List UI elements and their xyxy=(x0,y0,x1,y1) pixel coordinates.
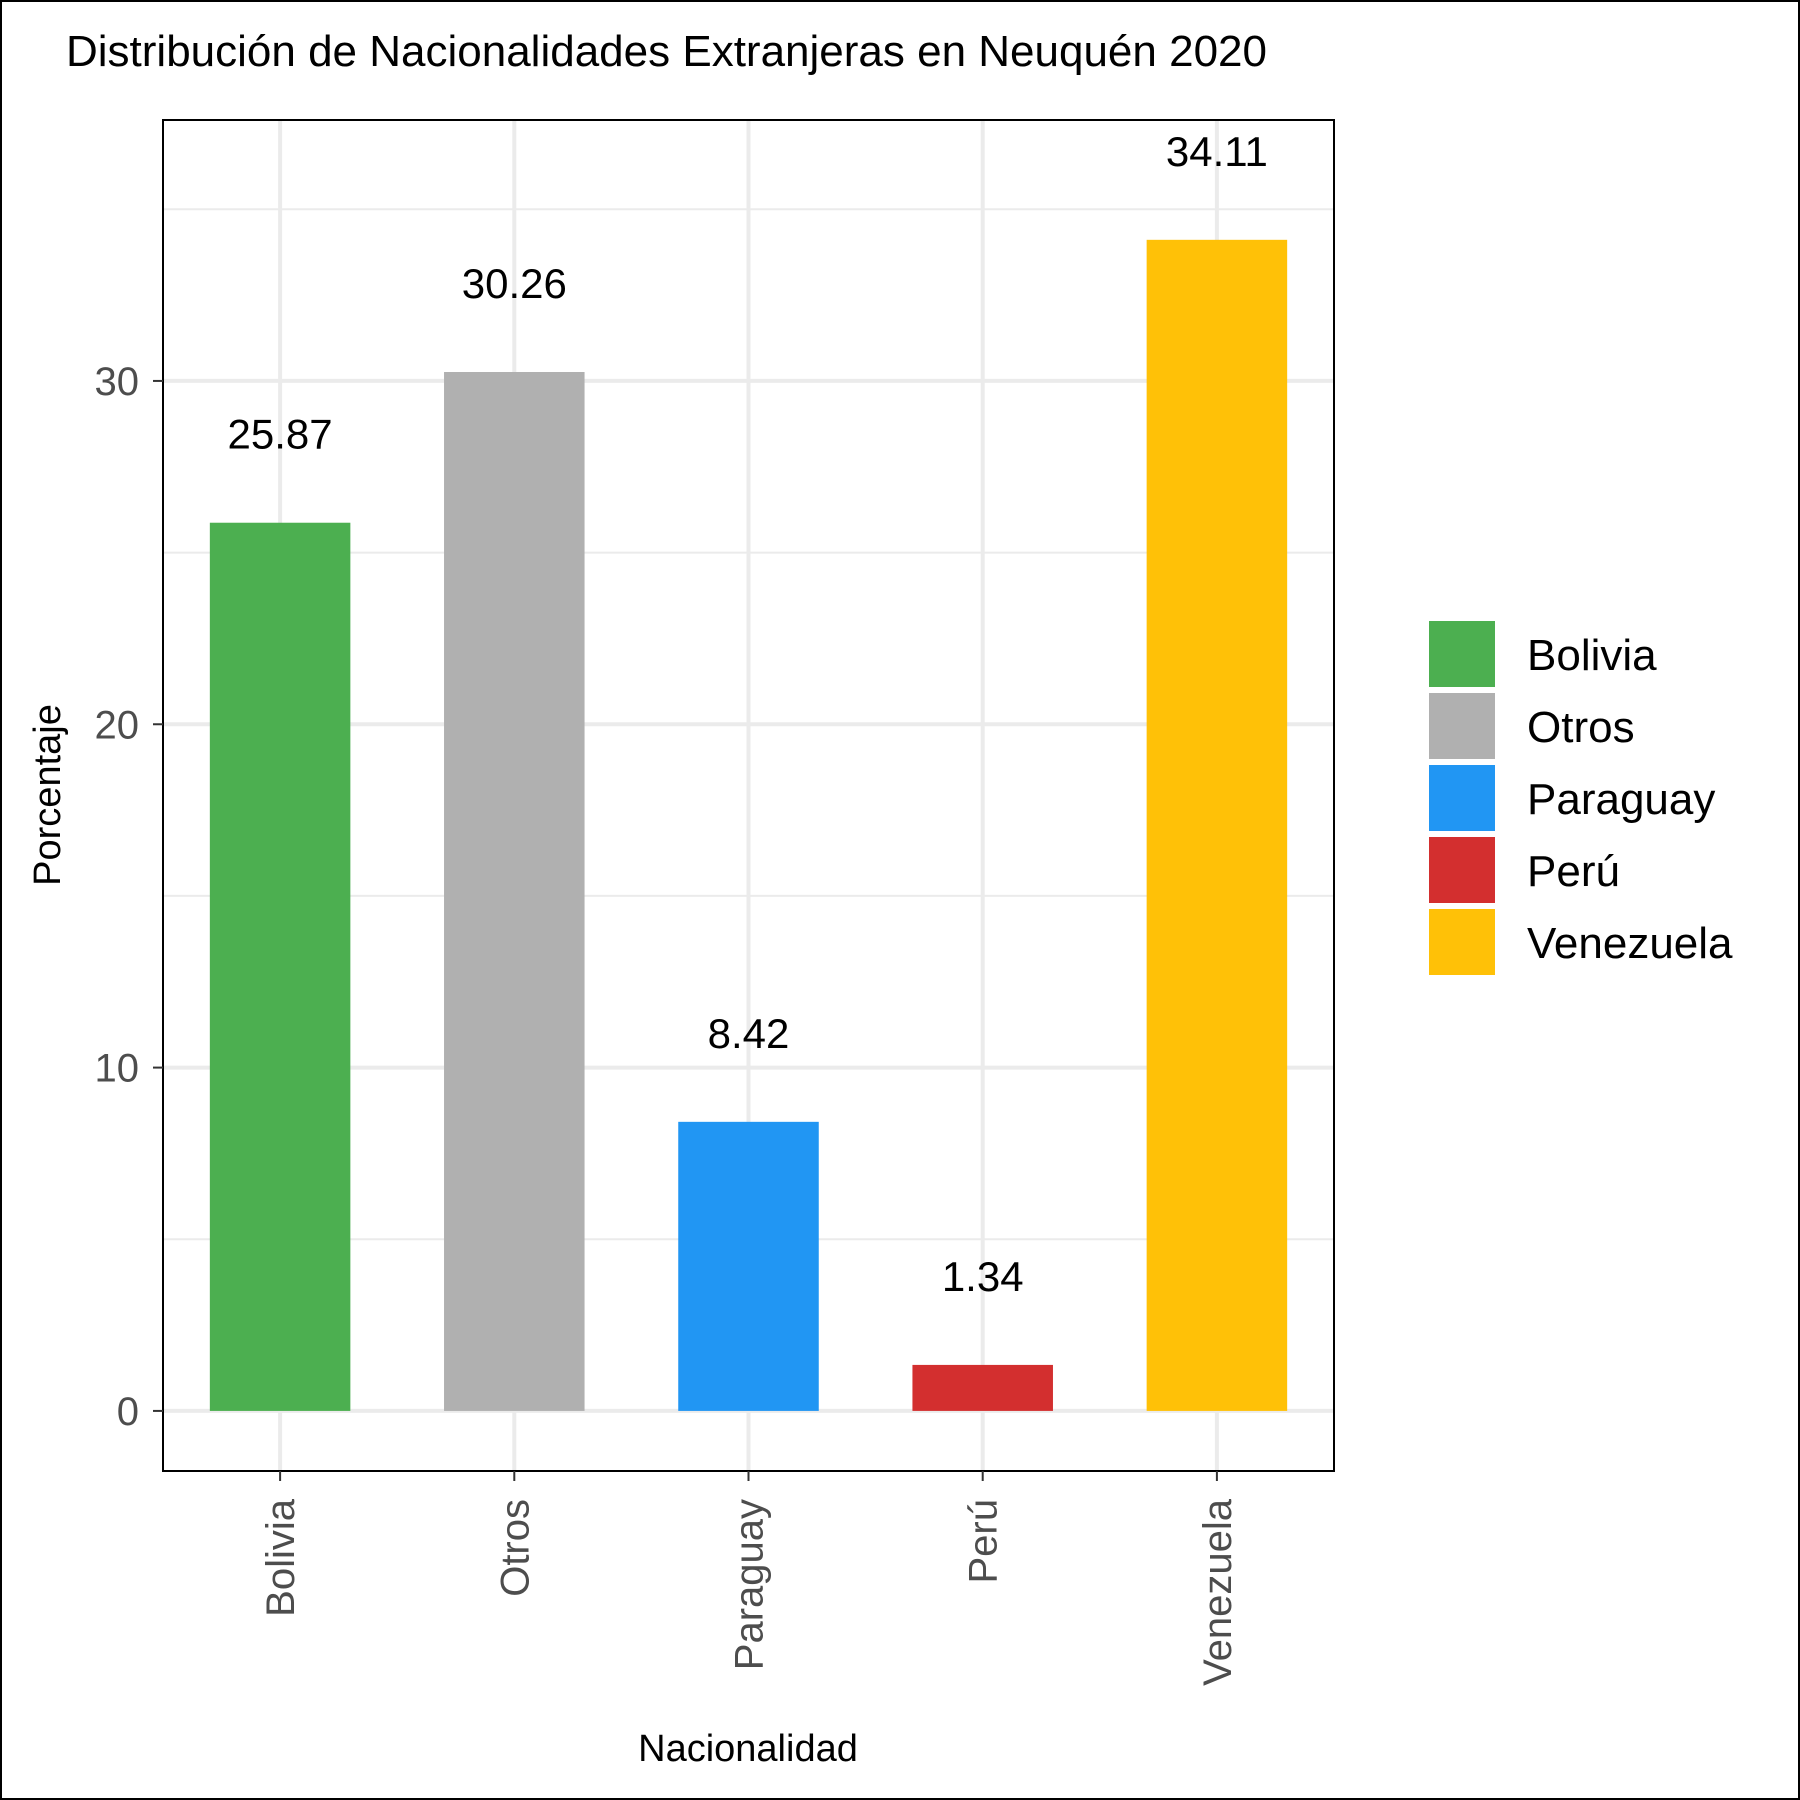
x-tick-label: Paraguay xyxy=(728,1499,772,1670)
bars xyxy=(209,239,1288,1411)
x-axis-ticks: Bolivia Otros Paraguay Perú Venezuela xyxy=(259,1471,1240,1686)
x-tick-label: Perú xyxy=(962,1499,1006,1584)
value-label: 30.26 xyxy=(462,260,567,307)
value-label: 8.42 xyxy=(708,1010,790,1057)
legend-label: Paraguay xyxy=(1527,775,1715,824)
value-labels: 25.87 30.26 8.42 1.34 34.11 xyxy=(228,128,1268,1300)
value-label: 25.87 xyxy=(228,411,333,458)
legend-key xyxy=(1429,765,1495,831)
y-axis-title: Porcentaje xyxy=(27,704,69,886)
legend-key xyxy=(1429,837,1495,903)
legend-key xyxy=(1429,621,1495,687)
legend-label: Perú xyxy=(1527,847,1620,896)
value-label: 1.34 xyxy=(942,1253,1024,1300)
bar-venezuela xyxy=(1146,239,1288,1411)
y-tick-label: 30 xyxy=(95,360,140,404)
legend-label: Venezuela xyxy=(1527,919,1733,968)
value-label: 34.11 xyxy=(1166,128,1268,175)
x-tick-label: Otros xyxy=(493,1499,537,1597)
bar-otros xyxy=(444,372,585,1411)
bar-per xyxy=(912,1364,1053,1411)
x-axis-title: Nacionalidad xyxy=(638,1728,858,1770)
y-tick-label: 10 xyxy=(95,1047,140,1091)
y-tick-label: 20 xyxy=(95,703,140,747)
legend-label: Bolivia xyxy=(1527,631,1657,680)
x-tick-label: Venezuela xyxy=(1196,1498,1240,1686)
legend: Bolivia Otros Paraguay Perú Venezuela xyxy=(1429,621,1733,975)
y-tick-label: 0 xyxy=(117,1390,139,1434)
legend-label: Otros xyxy=(1527,703,1635,752)
legend-key xyxy=(1429,909,1495,975)
x-tick-label: Bolivia xyxy=(259,1498,303,1617)
bar-bolivia xyxy=(209,522,351,1411)
bar-paraguay xyxy=(678,1121,819,1411)
y-axis-ticks: 0 10 20 30 xyxy=(95,360,163,1434)
legend-key xyxy=(1429,693,1495,759)
chart-title: Distribución de Nacionalidades Extranjer… xyxy=(66,27,1267,76)
